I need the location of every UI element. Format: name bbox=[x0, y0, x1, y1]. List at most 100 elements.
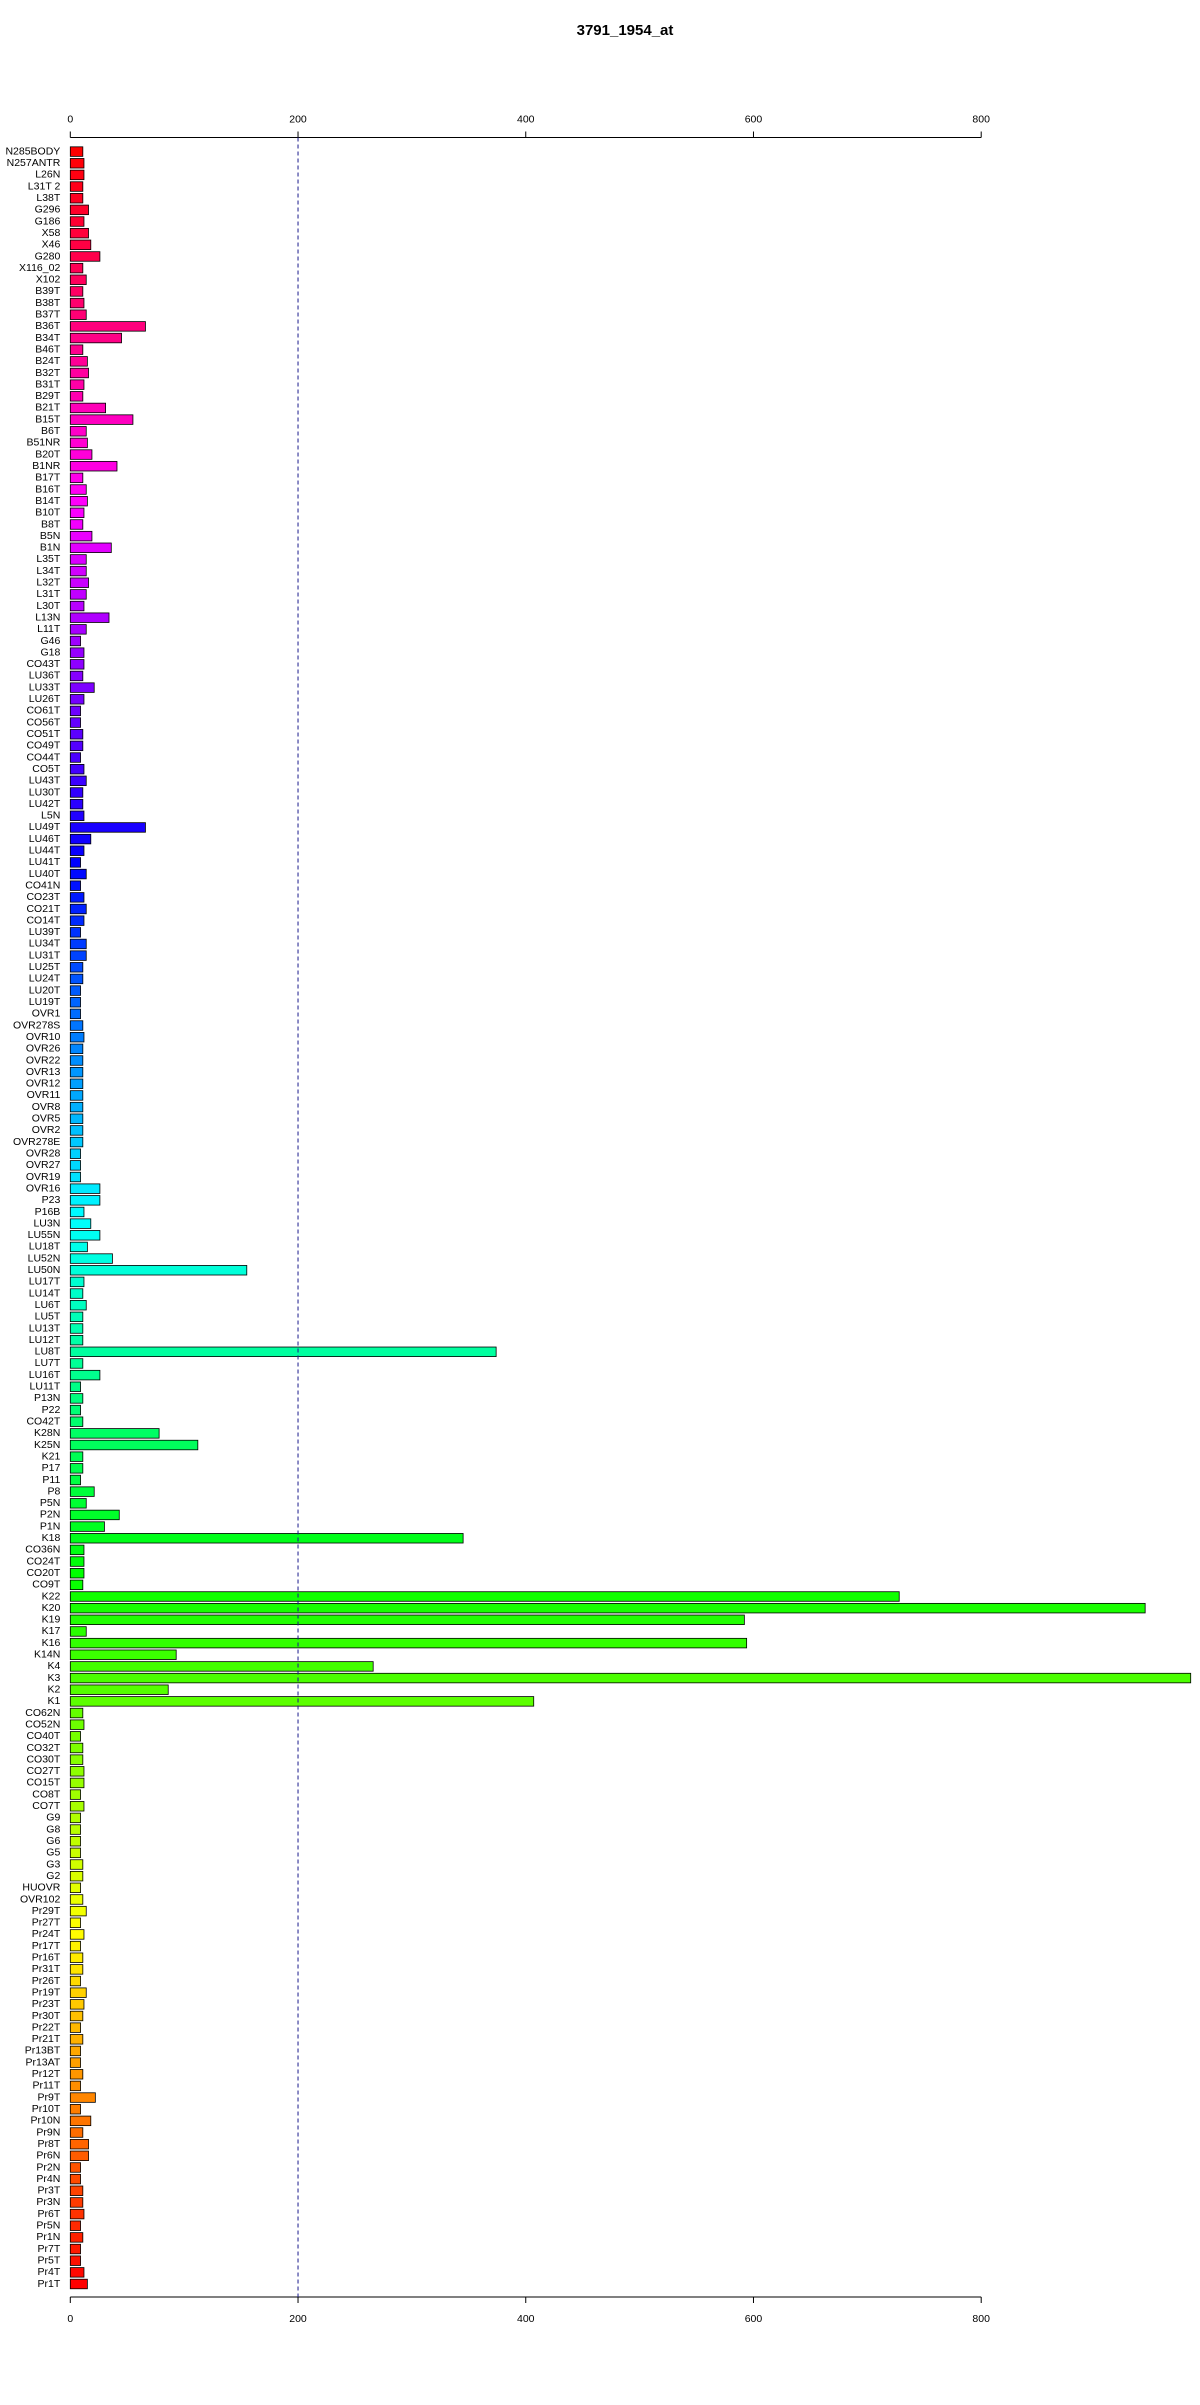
bar bbox=[69, 1637, 748, 1649]
bar bbox=[69, 2057, 81, 2068]
bar bbox=[69, 1416, 84, 1427]
bar bbox=[69, 1917, 81, 1928]
bar bbox=[69, 1404, 81, 1416]
bar bbox=[69, 1381, 81, 1392]
y-tick-label: Pr5T bbox=[38, 2254, 61, 2266]
bar bbox=[69, 810, 85, 821]
y-tick-label: K18 bbox=[42, 1532, 61, 1544]
y-tick-label: B6T bbox=[41, 425, 61, 437]
y-tick-label: Pr11T bbox=[32, 2080, 60, 2092]
bar bbox=[69, 1591, 900, 1602]
y-tick-label: CO51T bbox=[26, 728, 60, 740]
y-tick-label: K17 bbox=[42, 1625, 61, 1637]
y-tick-label: OVR10 bbox=[26, 1031, 61, 1043]
bar bbox=[69, 495, 88, 507]
y-tick-label: OVR12 bbox=[26, 1078, 61, 1090]
y-tick-label: LU33T bbox=[29, 681, 61, 693]
bar bbox=[69, 985, 81, 996]
y-tick-label: OVR1 bbox=[32, 1008, 61, 1020]
y-tick-label: X46 bbox=[42, 239, 61, 251]
bar bbox=[69, 1125, 84, 1136]
y-tick-label: LU12T bbox=[29, 1334, 61, 1346]
y-tick-label: LU31T bbox=[29, 949, 61, 961]
bar bbox=[69, 892, 85, 903]
bar bbox=[69, 950, 87, 961]
y-tick-label: G8 bbox=[46, 1823, 60, 1835]
y-tick-label: Pr10N bbox=[31, 2115, 61, 2127]
bar bbox=[69, 2045, 81, 2057]
y-tick-label: HUOVR bbox=[22, 1882, 60, 1894]
bar bbox=[69, 227, 89, 239]
y-tick-label: CO40T bbox=[26, 1730, 60, 1742]
y-tick-label: OVR102 bbox=[20, 1893, 60, 1905]
bar bbox=[69, 565, 87, 577]
y-tick-label: K22 bbox=[42, 1590, 61, 1602]
bar bbox=[69, 2138, 89, 2150]
y-tick-label: G186 bbox=[35, 215, 61, 227]
bar bbox=[69, 1533, 464, 1544]
y-tick-label: Pr10T bbox=[32, 2103, 61, 2115]
y-tick-label: OVR16 bbox=[26, 1182, 61, 1194]
bar bbox=[69, 2034, 84, 2045]
bar bbox=[69, 1521, 105, 1532]
y-tick-label: LU3N bbox=[33, 1217, 60, 1229]
y-tick-label: CO5T bbox=[32, 763, 61, 775]
bar bbox=[69, 635, 81, 647]
y-tick-label: CO44T bbox=[26, 751, 60, 763]
y-tick-label: CO32T bbox=[26, 1742, 60, 1754]
y-tick-label: CO27T bbox=[26, 1765, 60, 1777]
bar bbox=[69, 729, 84, 740]
y-tick-label: OVR8 bbox=[32, 1101, 61, 1113]
bar bbox=[69, 915, 85, 926]
y-tick-label: L34T bbox=[36, 565, 61, 577]
y-tick-label: P16B bbox=[35, 1206, 61, 1218]
y-tick-label: B14T bbox=[35, 495, 61, 507]
bar bbox=[69, 181, 84, 192]
y-tick-label: L38T bbox=[36, 192, 61, 204]
y-tick-label: OVR22 bbox=[26, 1054, 61, 1066]
bar bbox=[69, 472, 84, 484]
y-tick-label: K25N bbox=[34, 1439, 60, 1451]
bar bbox=[69, 787, 84, 798]
y-tick-label: L32T bbox=[36, 577, 61, 589]
y-tick-label: CO61T bbox=[26, 705, 60, 717]
x-tick-label: 800 bbox=[972, 113, 990, 125]
y-tick-label: CO62N bbox=[25, 1707, 60, 1719]
y-tick-label: CO42T bbox=[26, 1415, 60, 1427]
y-tick-label: G6 bbox=[46, 1835, 60, 1847]
y-tick-label: B15T bbox=[35, 413, 61, 425]
y-tick-label: B29T bbox=[35, 390, 61, 402]
y-tick-label: CO41N bbox=[25, 879, 60, 891]
bar bbox=[69, 1905, 87, 1917]
bar bbox=[69, 239, 92, 250]
bar bbox=[69, 2162, 81, 2173]
x-tick-label: 0 bbox=[67, 113, 73, 125]
y-tick-label: Pr23T bbox=[32, 1998, 61, 2010]
bar bbox=[69, 286, 84, 297]
bar bbox=[69, 1672, 1192, 1684]
y-tick-label: B5N bbox=[40, 530, 60, 542]
bar bbox=[69, 356, 88, 367]
bar bbox=[69, 764, 85, 775]
bar bbox=[69, 1824, 81, 1835]
y-tick-label: Pr3T bbox=[38, 2185, 61, 2197]
y-tick-label: B21T bbox=[35, 402, 61, 414]
y-tick-label: P13N bbox=[34, 1392, 60, 1404]
y-tick-label: CO49T bbox=[26, 740, 60, 752]
x-tick-label: 400 bbox=[517, 113, 535, 125]
bar bbox=[69, 1230, 101, 1241]
bar bbox=[69, 589, 87, 600]
y-tick-label: OVR11 bbox=[27, 1089, 61, 1101]
bar bbox=[69, 2232, 84, 2243]
bar bbox=[69, 1043, 84, 1055]
y-tick-label: B31T bbox=[35, 378, 61, 390]
y-tick-label: LU52N bbox=[28, 1252, 61, 1264]
bar bbox=[69, 857, 81, 868]
bar bbox=[69, 1509, 120, 1521]
y-tick-label: OVR13 bbox=[26, 1066, 61, 1078]
y-tick-label: Pr26T bbox=[32, 1975, 61, 1987]
y-tick-label: Pr21T bbox=[32, 2033, 61, 2045]
bar bbox=[69, 1288, 84, 1299]
y-tick-label: LU30T bbox=[29, 786, 61, 798]
bar bbox=[69, 1894, 84, 1905]
